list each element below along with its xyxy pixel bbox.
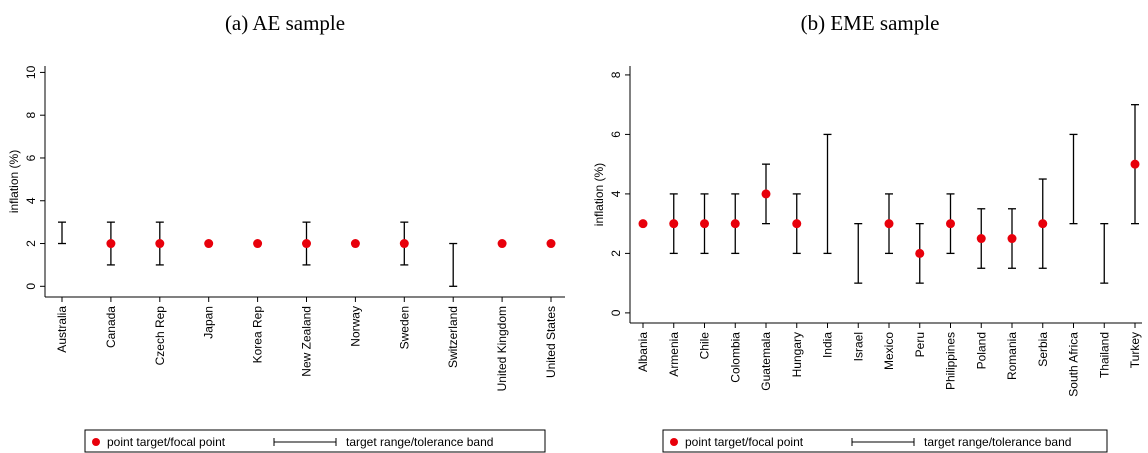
x-tick-label: Canada	[104, 306, 118, 348]
point-target	[253, 239, 263, 249]
range-bar	[854, 223, 863, 284]
range-bar	[823, 133, 832, 255]
x-tick-label: Hungary	[790, 332, 804, 377]
point-target	[302, 239, 311, 249]
point-target	[106, 239, 116, 249]
point-target	[884, 219, 894, 229]
legend-box	[662, 429, 1108, 453]
range-bar	[449, 242, 458, 287]
y-tick-label: 2	[24, 240, 38, 247]
x-tick-label: Albania	[636, 332, 650, 372]
y-tick-label: 6	[24, 154, 38, 161]
legend-label: point target/focal point	[107, 435, 226, 449]
point-target	[946, 219, 955, 229]
x-tick-label: Norway	[348, 306, 362, 347]
x-tick-label: United Kingdom	[495, 306, 509, 391]
point-target	[792, 219, 802, 229]
point-target	[1007, 234, 1017, 244]
x-tick-label: Poland	[974, 332, 988, 369]
range-bar	[1069, 133, 1078, 225]
y-tick-label: 0	[609, 309, 623, 316]
point-target	[155, 239, 165, 249]
legend-label: point target/focal point	[685, 435, 804, 449]
x-tick-label: Peru	[913, 332, 927, 357]
x-tick-label: Australia	[55, 306, 69, 353]
x-tick-label: Czech Rep	[153, 306, 167, 366]
x-tick-label: Mexico	[882, 332, 896, 370]
x-tick-label: United States	[544, 306, 558, 378]
x-tick-label: Guatemala	[759, 332, 773, 391]
point-target	[1038, 219, 1048, 229]
legend-label: target range/tolerance band	[346, 435, 493, 449]
point-target	[700, 219, 709, 229]
legend-label: target range/tolerance band	[924, 435, 1071, 449]
x-tick-label: Switzerland	[446, 306, 460, 368]
point-target	[915, 248, 925, 258]
legend-box	[84, 429, 546, 453]
point-target	[350, 239, 360, 249]
range-bar	[58, 221, 66, 245]
y-axis-label: inflation (%)	[592, 163, 606, 226]
point-target	[761, 189, 771, 199]
legend-dot	[92, 438, 100, 446]
x-tick-label: Sweden	[397, 306, 411, 349]
y-tick-label: 8	[24, 112, 38, 119]
x-tick-label: Colombia	[728, 332, 742, 383]
y-tick-label: 0	[24, 283, 38, 290]
y-axis-label: inflation (%)	[7, 150, 21, 213]
x-tick-label: Armenia	[667, 332, 681, 377]
x-tick-label: South Africa	[1067, 332, 1081, 397]
x-tick-label: Korea Rep	[251, 306, 265, 364]
point-target	[669, 219, 679, 229]
y-tick-label: 6	[609, 131, 623, 138]
chart-title: (b) EME sample	[801, 11, 940, 35]
point-target	[730, 219, 740, 229]
x-tick-label: Chile	[698, 332, 712, 360]
y-tick-label: 10	[24, 65, 38, 79]
point-target	[546, 239, 556, 249]
point-target	[1130, 159, 1140, 169]
point-target	[204, 239, 214, 249]
x-tick-label: Romania	[1005, 332, 1019, 380]
point-target	[497, 239, 507, 249]
y-tick-label: 8	[609, 71, 623, 78]
x-tick-label: Japan	[202, 306, 216, 339]
chart-title: (a) AE sample	[225, 11, 345, 35]
y-tick-label: 2	[609, 250, 623, 257]
point-target	[399, 239, 409, 249]
range-bar	[1100, 223, 1109, 284]
x-tick-label: Turkey	[1128, 332, 1142, 368]
x-tick-label: Israel	[851, 332, 865, 361]
point-target	[638, 219, 648, 229]
x-tick-label: Philippines	[944, 332, 958, 390]
x-tick-label: Serbia	[1036, 332, 1050, 367]
x-tick-label: Thailand	[1097, 332, 1111, 378]
y-tick-label: 4	[24, 197, 38, 204]
legend-dot	[670, 438, 678, 446]
x-tick-label: India	[821, 332, 835, 358]
point-target	[976, 234, 986, 244]
x-tick-label: New Zealand	[300, 306, 314, 377]
y-tick-label: 4	[609, 190, 623, 197]
